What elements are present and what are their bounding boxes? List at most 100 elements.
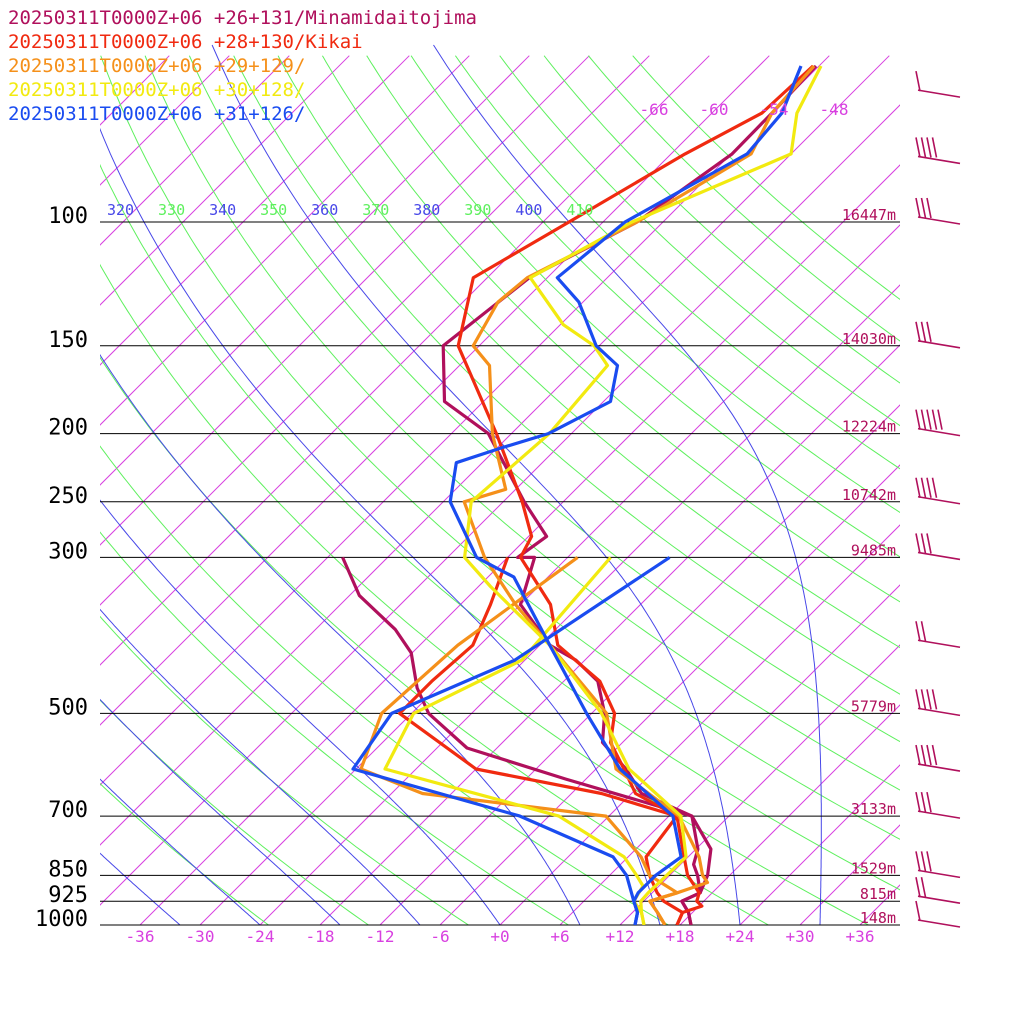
pressure-tick-label: 250: [48, 484, 88, 509]
wind-barb: [915, 70, 961, 98]
wind-barb-flag: [915, 197, 921, 219]
wind-barb-flag: [915, 409, 921, 430]
theta-label: 390: [464, 201, 491, 219]
wind-barb-flag: [915, 851, 921, 872]
series-2: [398, 64, 815, 925]
pressure-tick-label: 200: [48, 416, 88, 441]
wind-barb: [915, 137, 961, 165]
theta-label: 340: [209, 201, 236, 219]
isotherm-line: [100, 55, 710, 666]
wind-barb: [915, 900, 961, 928]
dry-adiabat: [100, 531, 569, 925]
wind-barb-staff: [917, 763, 961, 772]
temperature-tick-label: +30: [786, 927, 815, 946]
theta-label: 360: [311, 201, 338, 219]
wind-barb-flag: [926, 477, 932, 498]
isotherm-line: [799, 824, 900, 925]
wind-barb-flag: [920, 877, 927, 898]
isotherm-line: [679, 704, 900, 925]
dewpoint-line: [359, 556, 679, 925]
wind-barb-staff: [917, 340, 961, 349]
height-label: 10742m: [842, 486, 896, 504]
wind-barb-staff: [917, 810, 961, 819]
height-label: 12224m: [842, 418, 896, 436]
height-label: 16447m: [842, 206, 896, 224]
wind-barb: [915, 689, 961, 717]
isotherm-line: [499, 524, 900, 925]
isotherm-line: [619, 644, 900, 925]
temperature-tick-label: -36: [126, 927, 155, 946]
dewpoint-line: [398, 556, 685, 925]
series-5: [351, 65, 803, 925]
isotherm-line: [100, 55, 410, 366]
dry-adiabat: [100, 445, 669, 925]
isotherm-line: [100, 55, 590, 546]
temperature-tick-label: +18: [666, 927, 695, 946]
wind-barb-flag: [926, 409, 932, 430]
wind-barb-flag: [915, 70, 921, 92]
isotherm-line: [100, 104, 900, 906]
wind-barb-flag: [937, 409, 943, 430]
moist-adiabat: [100, 127, 661, 925]
isotherm-line: [100, 55, 770, 726]
wind-barb-flag: [920, 689, 927, 710]
temperature-tick-label: -24: [246, 927, 275, 946]
isotherm-line: [100, 55, 230, 186]
legend: 20250311T0000Z+06 +26+131/Minamidaitojim…: [8, 6, 477, 126]
wind-barb-flag: [920, 197, 927, 219]
pressure-tick-label: 925: [48, 883, 88, 908]
temperature-tick-label: -30: [186, 927, 215, 946]
wind-barb-flag: [915, 477, 921, 498]
pressure-tick-label: 300: [48, 539, 88, 564]
wind-barb-flag: [931, 477, 938, 498]
wind-barb-staff: [917, 155, 961, 165]
wind-barb-staff: [917, 495, 961, 505]
wind-barb-flag: [915, 791, 921, 813]
sounding-series: [341, 64, 823, 925]
pressure-tick-label: 500: [48, 695, 88, 720]
series-1: [341, 64, 818, 925]
dry-adiabat: [454, 55, 900, 470]
height-label: 1529m: [851, 859, 896, 877]
temperature-tick-label: +6: [550, 927, 569, 946]
temperature-line: [448, 65, 803, 925]
wind-barb-flag: [920, 409, 927, 430]
wind-barb-flag: [915, 137, 921, 158]
moist-adiabat: [100, 698, 341, 925]
height-label: 148m: [860, 909, 896, 927]
dry-adiabat: [188, 55, 900, 743]
moist-adiabat: [100, 608, 421, 925]
legend-entry: 20250311T0000Z+06 +26+131/Minamidaitojim…: [8, 7, 477, 29]
dry-adiabat: [277, 55, 900, 649]
dry-adiabat: [632, 55, 900, 301]
wind-barb-flag: [926, 321, 932, 342]
temperature-line: [441, 64, 818, 925]
upper-isotherm-label: -66: [640, 100, 669, 119]
moist-adiabat: [211, 44, 741, 925]
wind-barb: [915, 533, 961, 561]
wind-barb-flag: [931, 137, 938, 158]
temperature-tick-label: +0: [490, 927, 509, 946]
legend-entry: 20250311T0000Z+06 +31+126/: [8, 103, 306, 125]
dry-adiabat: [410, 55, 900, 514]
dry-adiabat: [588, 55, 900, 342]
dry-adiabat: [100, 163, 900, 891]
wind-barb-staff: [917, 216, 961, 225]
isotherm-line: [739, 764, 900, 925]
series-3: [359, 64, 816, 925]
wind-barb-flag: [915, 877, 921, 898]
theta-label: 370: [362, 201, 389, 219]
pressure-levels: [100, 221, 900, 926]
pressure-tick-label: 700: [48, 798, 88, 823]
wind-barb-flag: [915, 744, 921, 766]
legend-entry: 20250311T0000Z+06 +29+129/: [8, 55, 306, 77]
temperature-line: [456, 64, 815, 925]
height-label: 815m: [860, 885, 896, 903]
wind-barb-flag: [926, 137, 932, 158]
wind-barb-flag: [915, 621, 921, 642]
wind-barb-flag: [915, 533, 921, 554]
pressure-tick-label: 100: [48, 204, 88, 229]
temperature-tick-label: -6: [430, 927, 449, 946]
wind-barb-staff: [917, 89, 961, 98]
